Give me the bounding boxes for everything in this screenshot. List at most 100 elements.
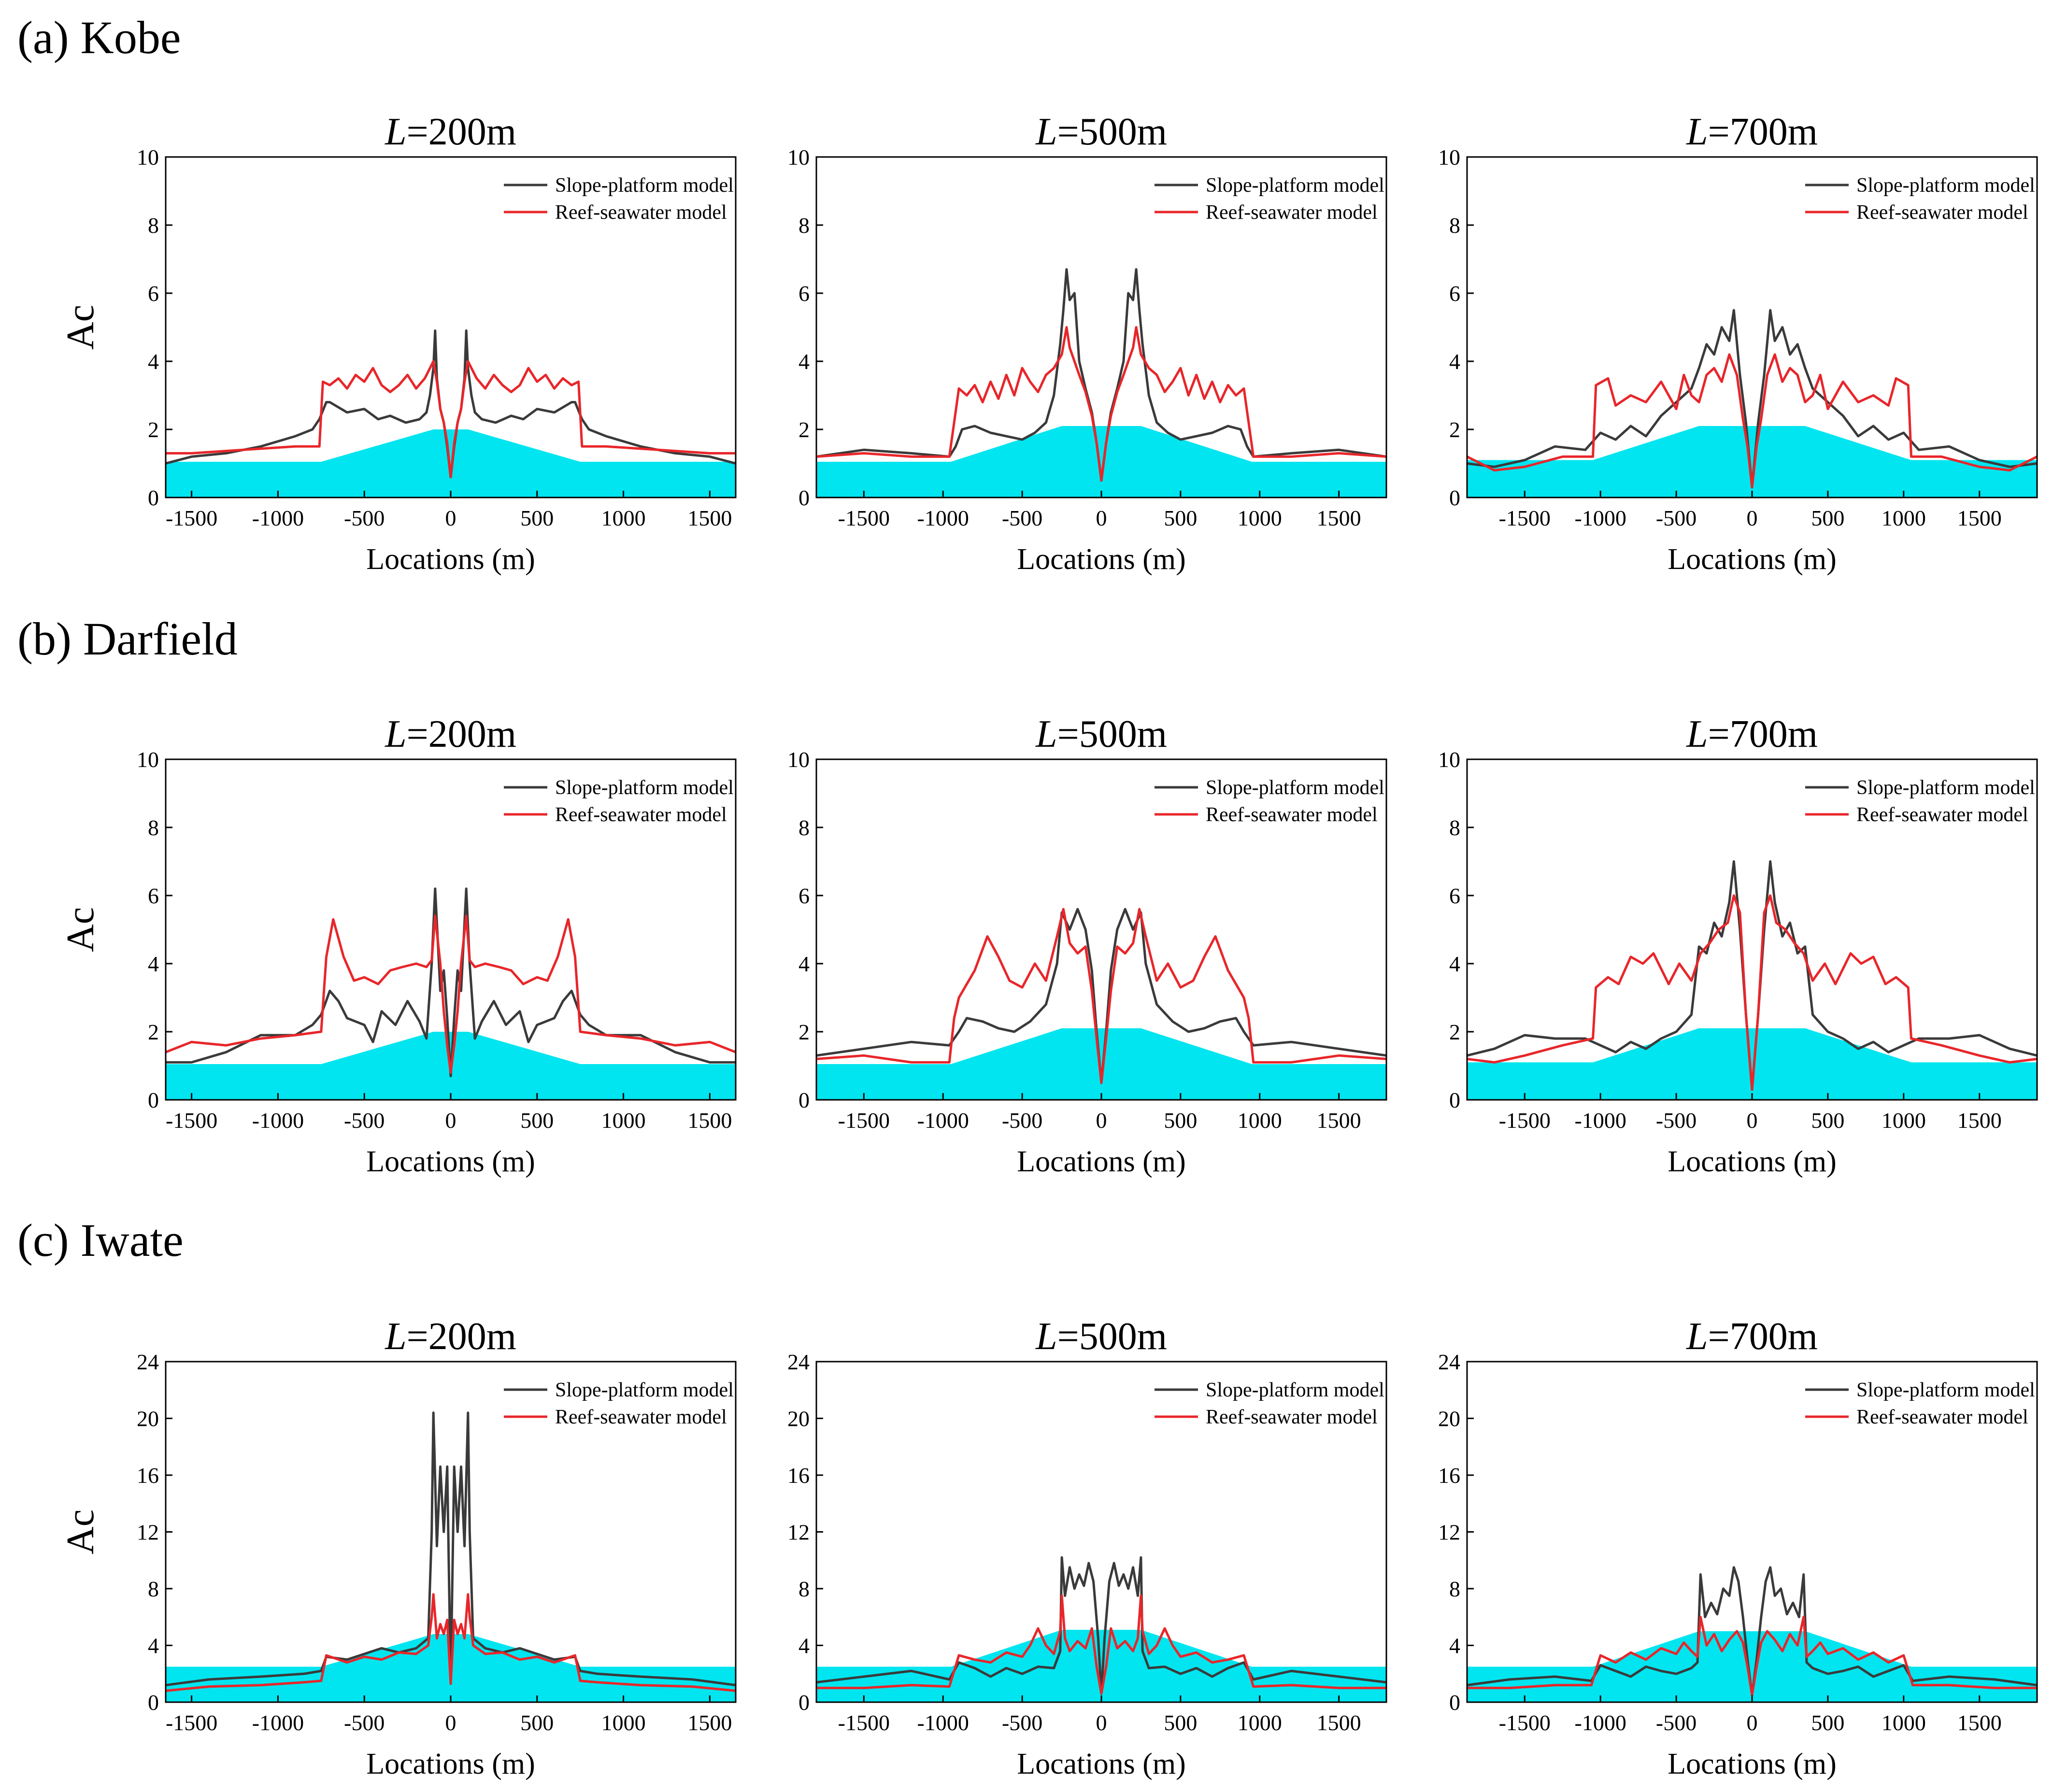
y-axis-label: Ac (59, 305, 102, 350)
y-tick-label: 4 (798, 1634, 810, 1658)
x-tick-label: -1500 (838, 1710, 890, 1735)
y-tick-label: 8 (1449, 213, 1460, 238)
legend-label-slope-model: Slope-platform model (1856, 174, 2035, 197)
x-tick-label: -1500 (1499, 506, 1551, 530)
legend-label-reef-model: Reef-seawater model (1206, 1406, 1378, 1428)
x-tick-label: 0 (1096, 506, 1107, 530)
x-tick-label: -1000 (917, 1710, 969, 1735)
panel-title-italic: L (1035, 1315, 1057, 1358)
chart-panel-6: 0 4 8 12 16 20 24 -1500 -1000 -500 0 500 1000 1500 Loc… (59, 1315, 737, 1780)
legend-label-reef-model: Reef-seawater model (1206, 804, 1378, 826)
terrain-area (816, 1028, 1386, 1100)
x-tick-label: 500 (520, 506, 554, 530)
x-tick-label: 1000 (1882, 506, 1926, 530)
panel-title-italic: L (385, 713, 407, 755)
y-tick-label: 24 (1438, 1350, 1460, 1374)
x-tick-label: -1000 (917, 1108, 969, 1133)
x-tick-label: -1500 (166, 1108, 217, 1133)
terrain-area (166, 429, 736, 498)
x-tick-label: 1000 (1882, 1710, 1926, 1735)
x-tick-label: -500 (344, 1710, 385, 1735)
chart-panel-1: 0 2 4 6 8 10 -1500 -1000 -500 0 500 1000 1500 Locatio… (787, 111, 1387, 576)
x-tick-label: -1500 (838, 1108, 890, 1133)
legend-label-slope-model: Slope-platform model (1206, 174, 1384, 197)
x-tick-label: 500 (1811, 506, 1844, 530)
x-tick-label: 1000 (601, 506, 646, 530)
x-tick-label: 1500 (1957, 1710, 2002, 1735)
y-tick-label: 12 (787, 1520, 810, 1545)
terrain-area (816, 1630, 1386, 1702)
y-tick-label: 24 (787, 1350, 810, 1374)
x-axis-label: Locations (m) (366, 543, 535, 576)
legend-label-slope-model: Slope-platform model (1206, 777, 1384, 799)
series-line-reef-model (166, 1593, 736, 1692)
x-tick-label: 500 (520, 1108, 554, 1133)
y-tick-label: 8 (148, 213, 159, 238)
x-axis-label: Locations (m) (366, 1145, 535, 1178)
x-tick-label: 500 (1164, 506, 1197, 530)
x-tick-label: 500 (1164, 1108, 1197, 1133)
series-line-reef-model (816, 1594, 1386, 1695)
x-tick-label: 0 (445, 1108, 456, 1133)
terrain-area (1467, 426, 2037, 498)
series-line-reef-model (816, 326, 1386, 482)
y-tick-label: 20 (787, 1407, 810, 1431)
x-tick-label: 500 (520, 1710, 554, 1735)
series-line-slope-model (816, 1556, 1386, 1695)
y-tick-label: 6 (1449, 883, 1460, 908)
y-tick-label: 8 (798, 1577, 810, 1601)
x-tick-label: 1500 (1317, 1108, 1361, 1133)
y-tick-label: 0 (1449, 1088, 1460, 1112)
series-line-reef-model (166, 360, 736, 479)
legend-label-slope-model: Slope-platform model (1856, 1379, 2035, 1401)
x-tick-label: -1000 (1575, 1108, 1626, 1133)
y-tick-label: 10 (137, 145, 159, 170)
x-tick-label: -500 (1656, 506, 1697, 530)
y-tick-label: 4 (798, 349, 810, 374)
x-tick-label: 0 (1747, 1710, 1758, 1735)
x-tick-label: 1500 (687, 506, 732, 530)
panel-title: L=500m (1035, 111, 1167, 153)
x-tick-label: 1000 (1238, 506, 1282, 530)
y-tick-label: 0 (798, 1088, 810, 1112)
series-line-slope-model (166, 887, 736, 1078)
y-tick-label: 6 (148, 281, 159, 306)
y-tick-label: 2 (798, 417, 810, 442)
panel-title-rest: =500m (1057, 713, 1167, 755)
y-tick-label: 4 (148, 952, 159, 976)
y-tick-label: 0 (1449, 485, 1460, 510)
x-tick-label: 1500 (687, 1710, 732, 1735)
legend-label-reef-model: Reef-seawater model (1206, 201, 1378, 224)
terrain-area (1467, 1631, 2037, 1702)
y-tick-label: 4 (1449, 952, 1460, 976)
y-tick-label: 2 (1449, 1020, 1460, 1044)
x-tick-label: 0 (445, 1710, 456, 1735)
y-tick-label: 2 (148, 417, 159, 442)
y-tick-label: 8 (798, 213, 810, 238)
y-tick-label: 10 (787, 145, 810, 170)
y-tick-label: 8 (148, 1577, 159, 1601)
legend-label-reef-model: Reef-seawater model (555, 1406, 727, 1428)
x-tick-label: 1000 (601, 1710, 646, 1735)
panel-title-rest: =700m (1708, 111, 1818, 153)
x-tick-label: -500 (1002, 506, 1042, 530)
chart-panel-3: 0 2 4 6 8 10 -1500 -1000 -500 0 500 1000 1500 Locatio… (59, 713, 737, 1178)
y-tick-label: 8 (1449, 1577, 1460, 1601)
x-axis-label: Locations (m) (1668, 543, 1837, 576)
y-tick-label: 8 (1449, 815, 1460, 840)
panel-title-italic: L (385, 1315, 407, 1358)
y-axis-label: Ac (59, 1509, 102, 1554)
x-tick-label: 500 (1811, 1710, 1844, 1735)
x-axis-label: Locations (m) (1017, 543, 1186, 576)
x-tick-label: -1500 (1499, 1710, 1551, 1735)
y-tick-label: 0 (1449, 1690, 1460, 1715)
legend-label-slope-model: Slope-platform model (555, 777, 734, 799)
y-tick-label: 4 (798, 952, 810, 976)
y-tick-label: 10 (137, 747, 159, 772)
x-tick-label: 0 (445, 506, 456, 530)
panel-title: L=200m (385, 1315, 516, 1358)
legend-label-reef-model: Reef-seawater model (555, 201, 727, 224)
panel-title-italic: L (1686, 111, 1708, 153)
panel-title: L=700m (1686, 1315, 1818, 1358)
